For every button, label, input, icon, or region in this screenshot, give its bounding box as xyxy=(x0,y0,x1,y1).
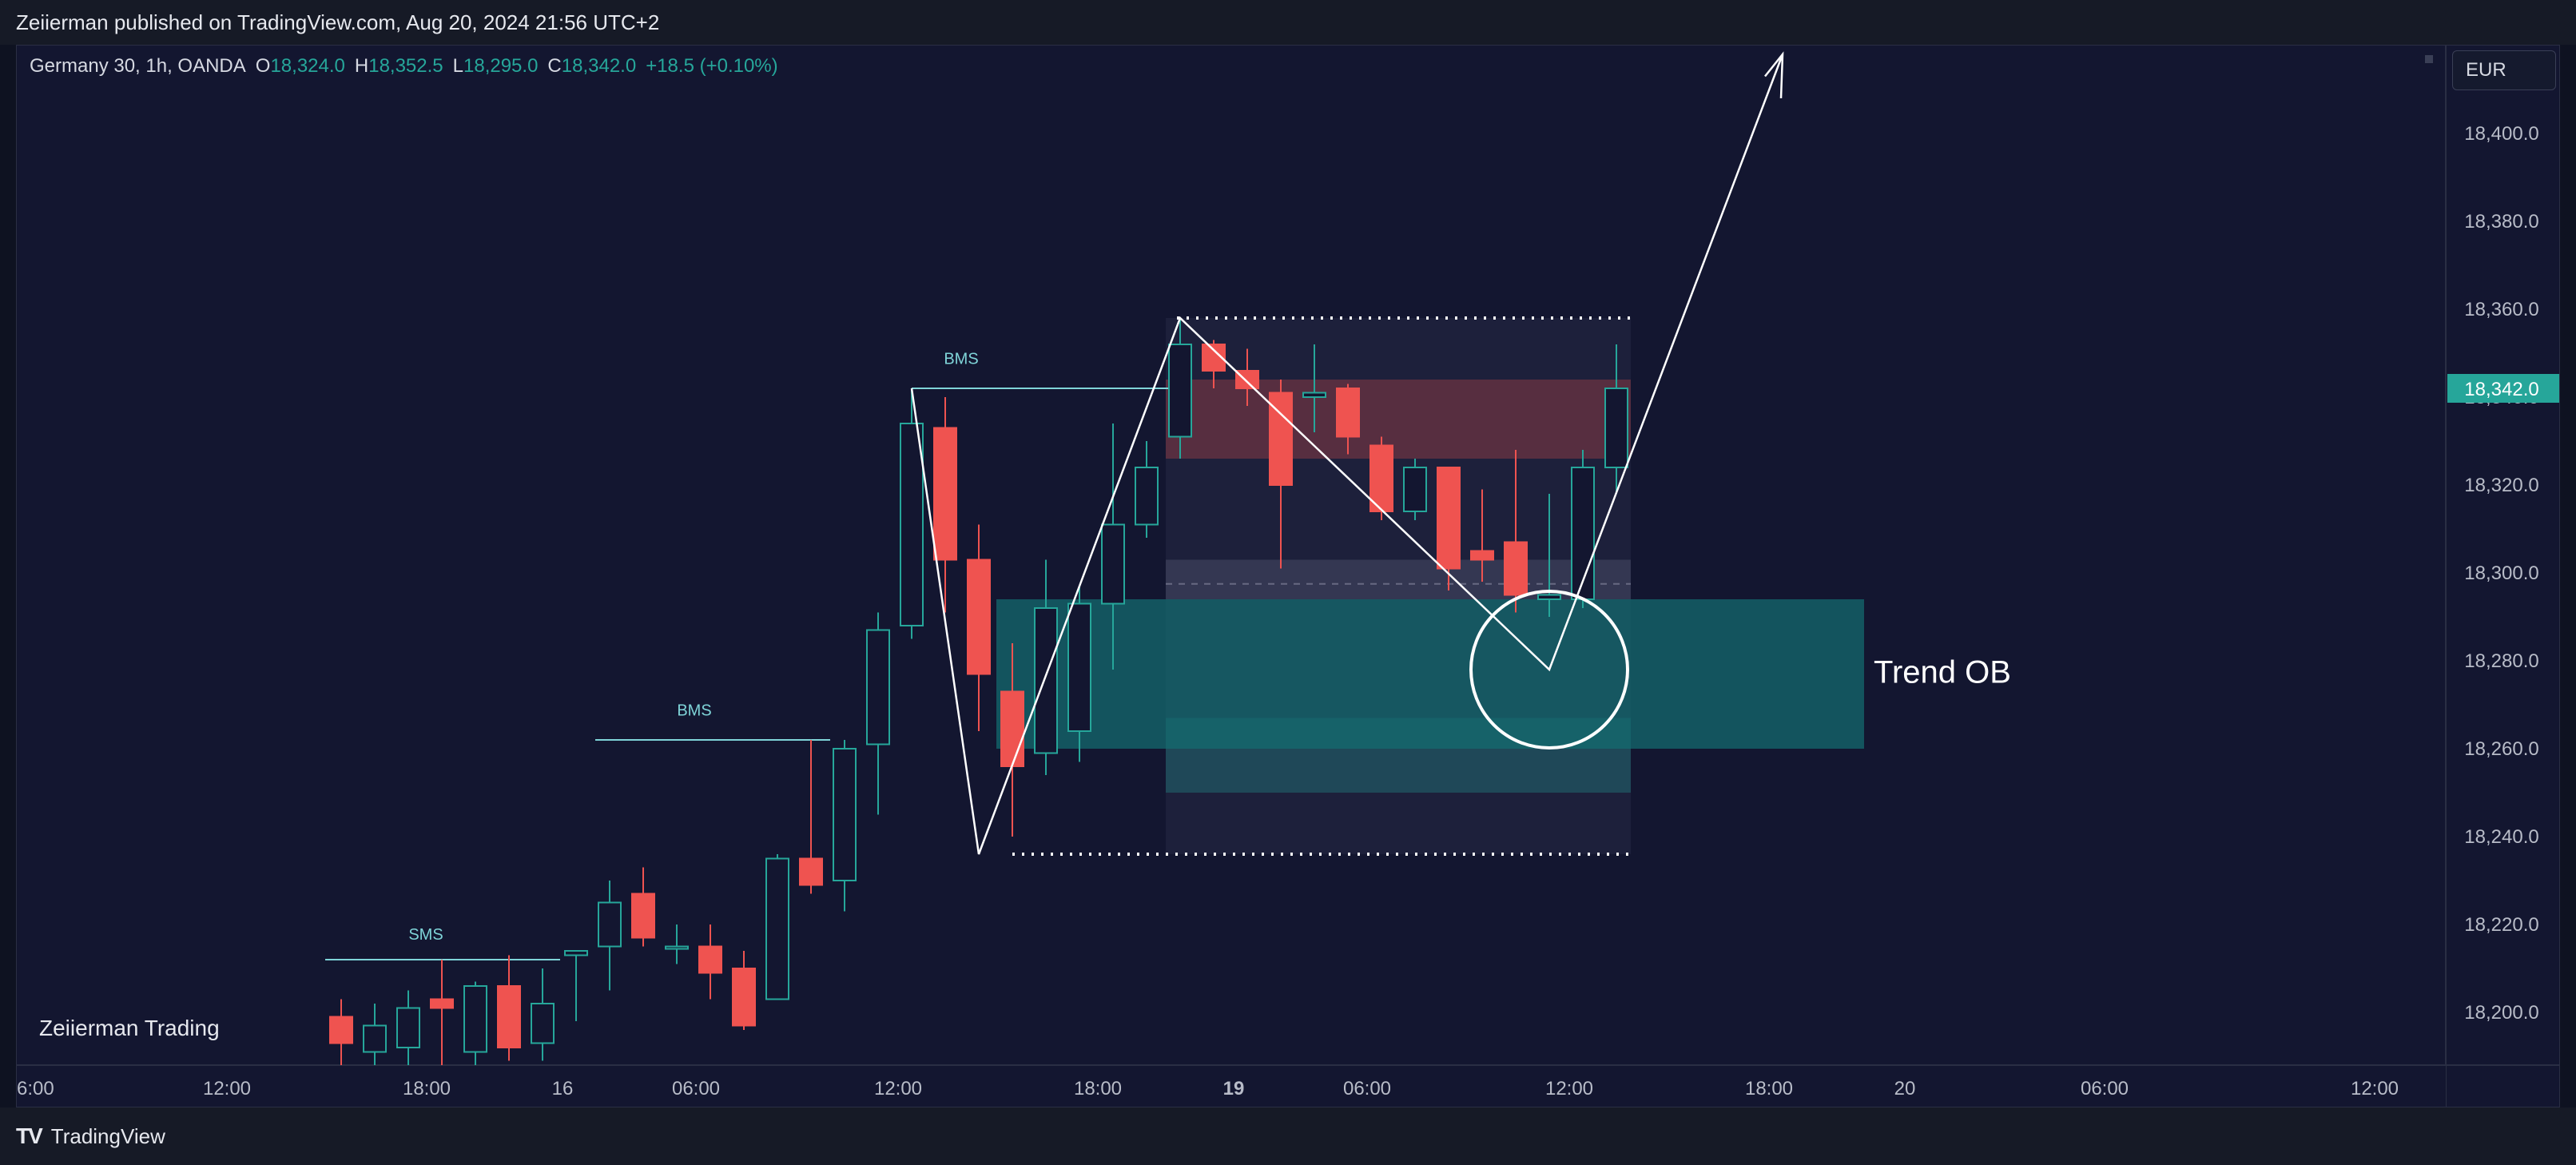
candle[interactable] xyxy=(900,423,924,626)
square-icon[interactable] xyxy=(2425,55,2433,63)
x-tick-label: 19 xyxy=(1223,1078,1245,1099)
candle[interactable] xyxy=(1571,467,1595,600)
candle[interactable] xyxy=(1135,467,1159,526)
candle[interactable] xyxy=(430,998,454,1009)
structure-label: BMS xyxy=(677,702,711,720)
y-tick-label: 18,320.0 xyxy=(2464,475,2538,496)
x-tick-label: 12:00 xyxy=(2351,1078,2399,1099)
x-tick-label: 12:00 xyxy=(874,1078,922,1099)
candle[interactable] xyxy=(866,629,890,746)
candle[interactable] xyxy=(1269,392,1293,486)
y-tick-label: 18,300.0 xyxy=(2464,563,2538,584)
publish-info: Zeiierman published on TradingView.com, … xyxy=(16,10,660,34)
y-tick-label: 18,280.0 xyxy=(2464,650,2538,672)
candle[interactable] xyxy=(1302,392,1326,398)
structure-label: BMS xyxy=(944,351,978,368)
change-value: +18.5 (+0.10%) xyxy=(646,55,778,77)
candle[interactable] xyxy=(698,945,722,974)
trend-ob-label: Trend OB xyxy=(1874,655,2011,690)
time-scale[interactable] xyxy=(17,1066,2446,1107)
close-value: C18,342.0 xyxy=(547,55,637,77)
y-tick-label: 18,400.0 xyxy=(2464,123,2538,145)
x-tick-label: 06:00 xyxy=(2081,1078,2129,1099)
candle[interactable] xyxy=(1403,467,1427,512)
high-value: H18,352.5 xyxy=(354,55,443,77)
arrow-head xyxy=(1764,51,1784,99)
chart-area[interactable]: SMS BMS BMS Trend OB 18,400.0 18,380.0 18,360.… xyxy=(16,45,2560,1107)
candle[interactable] xyxy=(497,985,521,1048)
candle[interactable] xyxy=(833,748,857,881)
candle[interactable] xyxy=(1504,541,1528,596)
candle[interactable] xyxy=(1235,370,1259,389)
candle[interactable] xyxy=(1369,444,1393,512)
last-price-label: 18,342.0 xyxy=(2464,379,2538,400)
candle[interactable] xyxy=(598,901,622,948)
candlestick-chart[interactable]: SMS BMS BMS Trend OB 18,400.0 18,380.0 18,360.… xyxy=(17,46,2559,1107)
currency-selector[interactable]: EUR xyxy=(2452,50,2556,90)
x-tick-label: 06:00 xyxy=(672,1078,720,1099)
candle[interactable] xyxy=(631,893,655,939)
y-tick-label: 18,380.0 xyxy=(2464,211,2538,233)
watermark: Zeiierman Trading xyxy=(39,1016,220,1040)
x-tick-label: 18:00 xyxy=(403,1078,451,1099)
y-tick-label: 18,260.0 xyxy=(2464,738,2538,760)
x-tick-label: 20 xyxy=(1894,1078,1916,1099)
supply-zone xyxy=(1166,380,1631,459)
candle[interactable] xyxy=(765,857,789,1000)
x-tick-label: 12:00 xyxy=(203,1078,251,1099)
candle[interactable] xyxy=(1067,602,1091,732)
candle[interactable] xyxy=(1034,607,1058,754)
candle[interactable] xyxy=(1101,523,1125,605)
x-tick-label: 18:00 xyxy=(1745,1078,1793,1099)
x-tick-label: 12:00 xyxy=(1545,1078,1593,1099)
candle[interactable] xyxy=(1437,467,1461,570)
open-value: O18,324.0 xyxy=(255,55,345,77)
candle[interactable] xyxy=(1168,344,1192,438)
candle[interactable] xyxy=(799,857,823,886)
footer: TV TradingView xyxy=(0,1107,2576,1165)
candle[interactable] xyxy=(665,945,689,950)
candle[interactable] xyxy=(967,559,991,675)
price-scale[interactable] xyxy=(2446,46,2559,1107)
x-tick-label: 6:00 xyxy=(17,1078,54,1099)
candle[interactable] xyxy=(1604,388,1628,468)
candle[interactable] xyxy=(1000,690,1024,767)
symbol-label[interactable]: Germany 30, 1h, OANDA xyxy=(30,55,246,77)
candle[interactable] xyxy=(329,1016,353,1044)
low-value: L18,295.0 xyxy=(452,55,539,77)
candle[interactable] xyxy=(363,1024,387,1053)
ohlc-legend: Germany 30, 1h, OANDA O18,324.0 H18,352.… xyxy=(30,55,778,78)
zigzag-path xyxy=(910,54,1784,855)
x-tick-label: 18:00 xyxy=(1074,1078,1122,1099)
footer-brand[interactable]: TradingView xyxy=(50,1123,165,1148)
x-tick-label: 06:00 xyxy=(1343,1078,1391,1099)
candle[interactable] xyxy=(1470,550,1494,561)
candle[interactable] xyxy=(1336,388,1360,438)
candle[interactable] xyxy=(564,950,588,956)
y-tick-label: 18,220.0 xyxy=(2464,914,2538,936)
x-tick-label: 16 xyxy=(552,1078,574,1099)
candle[interactable] xyxy=(933,427,957,561)
last-price-tag xyxy=(2447,374,2559,403)
candle[interactable] xyxy=(732,968,756,1027)
trend-ob-zone xyxy=(996,599,1864,749)
y-tick-label: 18,360.0 xyxy=(2464,299,2538,320)
y-tick-label: 18,200.0 xyxy=(2464,1002,2538,1024)
candle[interactable] xyxy=(1537,594,1561,600)
y-tick-label: 18,240.0 xyxy=(2464,826,2538,848)
structure-label: SMS xyxy=(408,926,443,944)
retest-circle xyxy=(1469,590,1629,749)
candle[interactable] xyxy=(463,985,487,1053)
tradingview-logo-icon[interactable]: TV xyxy=(16,1123,43,1148)
publish-header: Zeiierman published on TradingView.com, … xyxy=(0,0,2576,45)
candle[interactable] xyxy=(396,1007,420,1048)
candle[interactable] xyxy=(531,1003,555,1044)
range-box xyxy=(1166,318,1631,854)
